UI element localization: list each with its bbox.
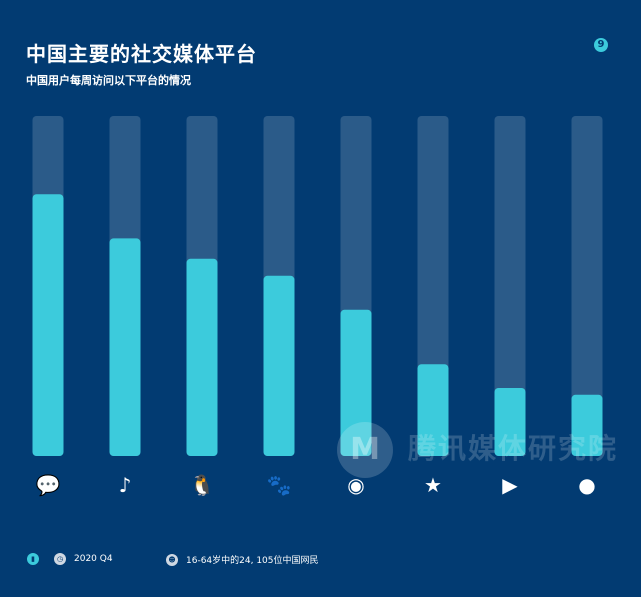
- page-number-badge: 9: [594, 38, 608, 52]
- footer-sample: ☻ 16-64岁中的24, 105位中国网民: [166, 553, 319, 566]
- period-text: 2020 Q4: [74, 554, 113, 564]
- douyin-icon: ♪: [119, 473, 132, 497]
- baidu-icon: 🐾: [267, 473, 292, 497]
- chart-subtitle: 中国用户每周访问以下平台的情况: [26, 74, 191, 87]
- bar-track: [571, 116, 603, 456]
- sample-text: 16-64岁中的24, 105位中国网民: [186, 556, 319, 566]
- footer-period: ◷ 2020 Q4: [54, 553, 113, 565]
- wechat-icon: 💬: [36, 473, 61, 497]
- clock-icon: ◷: [54, 553, 66, 565]
- bar: [263, 275, 295, 456]
- bar: [32, 194, 64, 456]
- weibo-icon: ◉: [347, 473, 364, 497]
- watermark: 腾讯媒体研究院: [408, 432, 619, 465]
- watermark-logo: M: [337, 422, 393, 478]
- bar: [494, 388, 526, 456]
- bar: [340, 309, 372, 456]
- chart-title: 中国主要的社交媒体平台: [26, 42, 257, 66]
- bar-chart: 💬 ♪ 🐧 🐾 ◉ ★ ▶ ●: [32, 116, 603, 497]
- chart-icon: ▮: [27, 553, 39, 565]
- bar: [417, 364, 449, 456]
- footer-chart-icon: ▮: [27, 553, 39, 565]
- tencent-video-icon: ▶: [502, 473, 518, 497]
- bar-track: [494, 116, 526, 456]
- people-icon: ☻: [166, 553, 178, 566]
- bar: [571, 394, 603, 456]
- bar: [186, 258, 218, 456]
- qq-icon: 🐧: [190, 473, 215, 497]
- qzone-icon: ★: [424, 473, 442, 497]
- bar: [109, 238, 141, 456]
- flame-video-icon: ●: [578, 473, 595, 497]
